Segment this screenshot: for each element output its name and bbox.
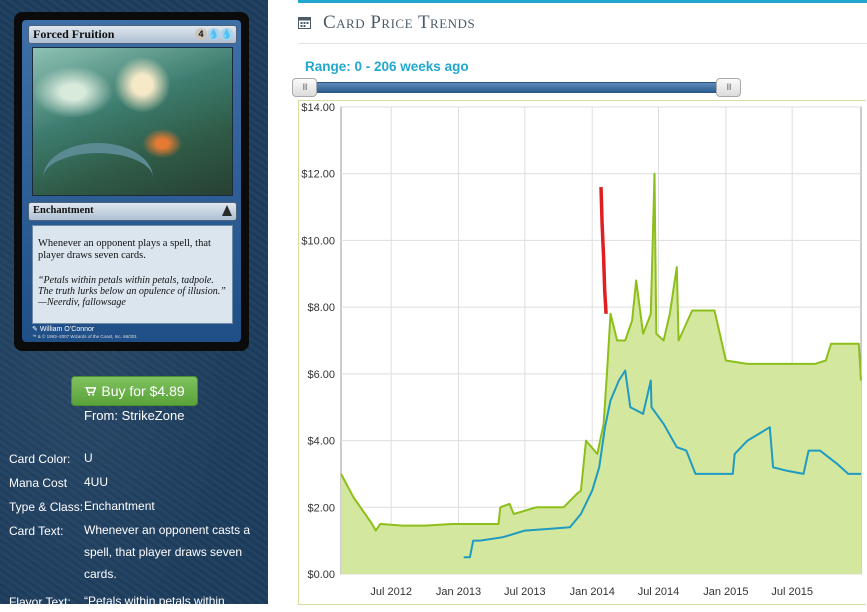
card-text-box: Whenever an opponent plays a spell, that… — [32, 225, 233, 324]
card-frame: Forced Fruition 4 💧 💧 Enchantment Whenev… — [22, 20, 241, 342]
card-type-line: Enchantment — [28, 202, 237, 221]
seller-store[interactable]: StrikeZone — [121, 408, 185, 423]
mana-symbol-blue-icon: 💧 — [208, 28, 220, 40]
card-rules-text: Whenever an opponent plays a spell, that… — [38, 238, 211, 261]
y-tick-label: $6.00 — [307, 369, 335, 381]
card-name: Forced Fruition — [33, 27, 115, 41]
detail-value: 4UU — [84, 475, 109, 489]
seller-line: From: StrikeZone — [84, 408, 184, 423]
x-tick-label: Jan 2013 — [436, 586, 481, 598]
set-symbol-icon — [222, 205, 232, 216]
slider-handle-right[interactable]: III — [716, 78, 741, 97]
y-tick-label: $2.00 — [307, 502, 335, 514]
series-green-line — [340, 172, 862, 532]
y-tick-label: $10.00 — [301, 235, 335, 247]
card-artist: ✎ William O’Connor — [32, 326, 95, 333]
card-copyright: ™ & © 1993–2007 Wizards of the Coast, In… — [32, 334, 137, 339]
price-chart-frame: $0.00 $2.00 $4.00 $6.00 $8.00 $10.00 $12.00 $14… — [298, 100, 866, 605]
buy-button[interactable]: Buy for $4.89 — [71, 376, 198, 406]
card-sidebar: Forced Fruition 4 💧 💧 Enchantment Whenev… — [0, 0, 268, 609]
y-tick-label: $4.00 — [307, 436, 335, 448]
card-art — [32, 47, 233, 196]
x-tick-label: Jul 2014 — [638, 586, 680, 598]
detail-value: Whenever an opponent casts a spell, that… — [84, 523, 251, 581]
detail-label: Mana Cost — [9, 476, 68, 490]
range-label: Range: 0 - 206 weeks ago — [305, 59, 469, 74]
section-title: Card Price Trends — [298, 12, 475, 34]
x-tick-label: Jan 2014 — [570, 586, 615, 598]
detail-value: Enchantment — [84, 499, 155, 513]
mana-symbol-blue-icon: 💧 — [221, 28, 233, 40]
detail-label: Type & Class: — [9, 500, 84, 514]
y-tick-label: $14.00 — [301, 102, 335, 114]
series-blue-line — [463, 369, 861, 559]
detail-label: Flavor Text: — [9, 595, 71, 609]
seller-prefix: From: — [84, 408, 118, 423]
mana-cost-symbols: 4 💧 💧 — [195, 28, 233, 40]
detail-value: U — [84, 451, 93, 465]
mana-symbol-generic-icon: 4 — [195, 28, 207, 40]
detail-label: Card Color: — [9, 452, 71, 466]
card-type: Enchantment — [33, 205, 94, 216]
detail-value: “Petals within petals within — [84, 594, 225, 608]
y-tick-label: $8.00 — [307, 302, 335, 314]
x-tick-label: Jul 2015 — [771, 586, 813, 598]
buy-button-label: Buy for $4.89 — [101, 383, 185, 399]
cart-icon — [84, 387, 97, 396]
card-flavor-text: “Petals within petals within petals, tad… — [38, 275, 226, 308]
divider — [298, 43, 867, 44]
accent-top-bar — [298, 0, 867, 3]
calendar-icon — [298, 17, 311, 29]
section-title-text: Card Price Trends — [323, 12, 476, 33]
x-tick-label: Jul 2013 — [504, 586, 546, 598]
card-title-bar: Forced Fruition 4 💧 💧 — [28, 25, 237, 44]
range-slider[interactable]: III III — [292, 78, 741, 97]
y-tick-label: $12.00 — [301, 169, 335, 181]
x-tick-label: Jan 2015 — [703, 586, 748, 598]
slider-handle-left[interactable]: III — [292, 78, 317, 97]
card-image: Forced Fruition 4 💧 💧 Enchantment Whenev… — [14, 12, 249, 351]
detail-label: Card Text: — [9, 524, 64, 538]
y-tick-label: $0.00 — [307, 569, 335, 581]
price-chart: $0.00 $2.00 $4.00 $6.00 $8.00 $10.00 $12.00 $14… — [301, 102, 862, 598]
x-tick-label: Jul 2012 — [370, 586, 412, 598]
series-red-line — [599, 187, 608, 314]
